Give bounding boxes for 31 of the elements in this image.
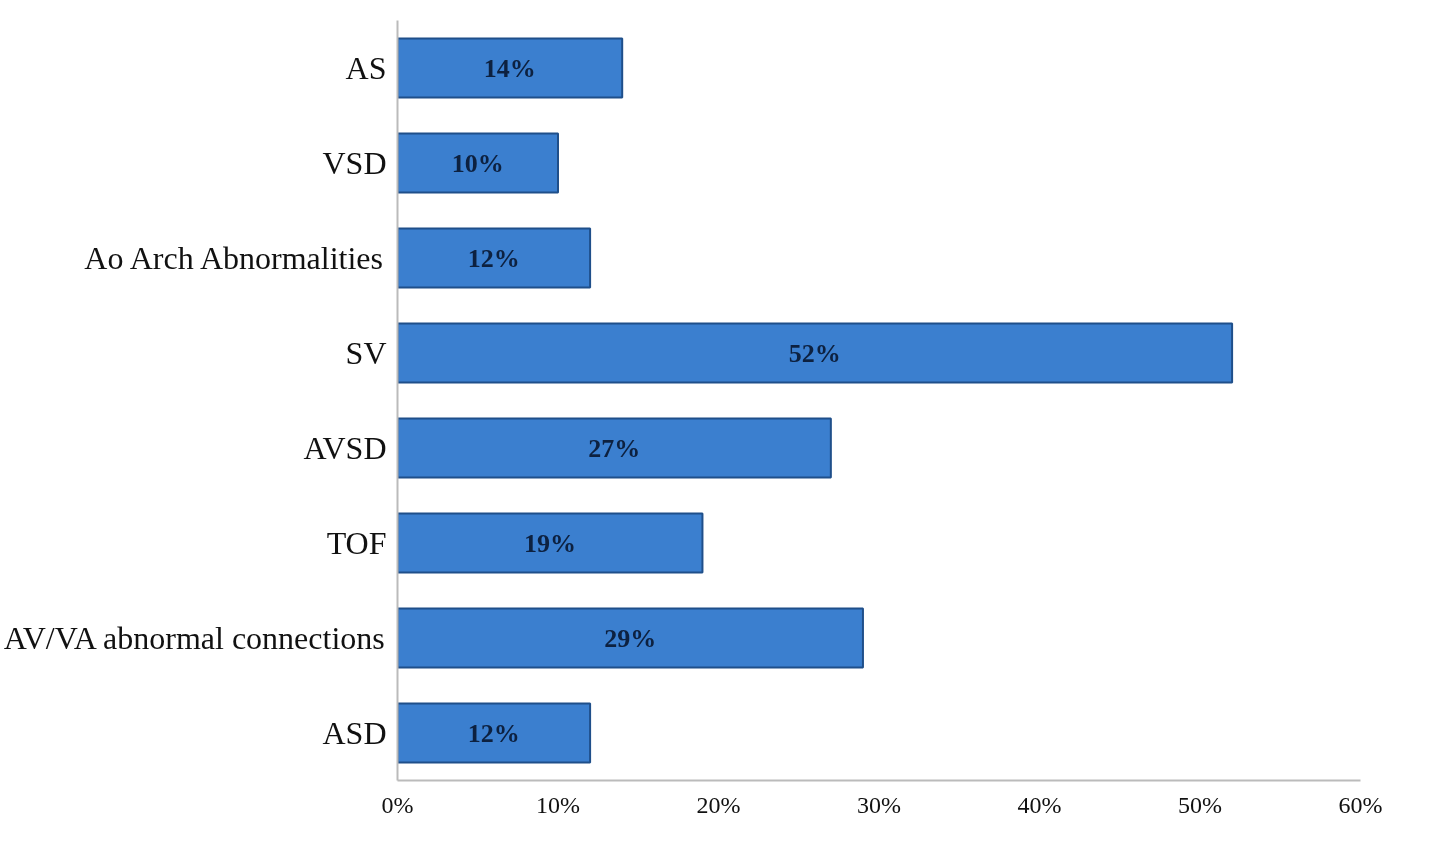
bar bbox=[397, 227, 592, 289]
y-tick-label: Ao Arch Abnormalities bbox=[84, 240, 383, 276]
y-tick-label: AV/VA abnormal connections bbox=[3, 620, 385, 656]
y-tick-label: AS bbox=[345, 50, 387, 86]
data-label: 12% bbox=[467, 243, 520, 273]
x-tick-label: 60% bbox=[1338, 791, 1383, 818]
bar bbox=[397, 512, 704, 574]
data-label: 10% bbox=[451, 148, 504, 178]
y-tick-label: ASD bbox=[322, 715, 387, 751]
x-tick-label: 50% bbox=[1178, 791, 1222, 818]
y-tick-label: TOF bbox=[326, 525, 387, 561]
x-tick-label: 30% bbox=[857, 791, 901, 818]
x-tick-label: 20% bbox=[696, 791, 741, 818]
data-label: 27% bbox=[588, 433, 641, 463]
y-tick-label: SV bbox=[345, 335, 387, 371]
data-label: 19% bbox=[523, 528, 576, 558]
x-tick-label: 0% bbox=[381, 791, 414, 818]
bar bbox=[397, 607, 864, 669]
data-label: 29% bbox=[604, 623, 657, 653]
data-label: 12% bbox=[467, 718, 520, 748]
bar bbox=[397, 417, 832, 479]
bar bbox=[397, 702, 592, 764]
bar bbox=[397, 322, 1234, 384]
y-tick-label: VSD bbox=[322, 145, 387, 181]
data-label: 52% bbox=[788, 338, 841, 368]
y-tick-label: AVSD bbox=[303, 430, 387, 466]
bar bbox=[397, 37, 624, 99]
bar bbox=[397, 132, 559, 194]
data-label: 14% bbox=[483, 53, 536, 83]
x-tick-label: 10% bbox=[536, 791, 580, 818]
x-tick-label: 40% bbox=[1017, 791, 1062, 818]
